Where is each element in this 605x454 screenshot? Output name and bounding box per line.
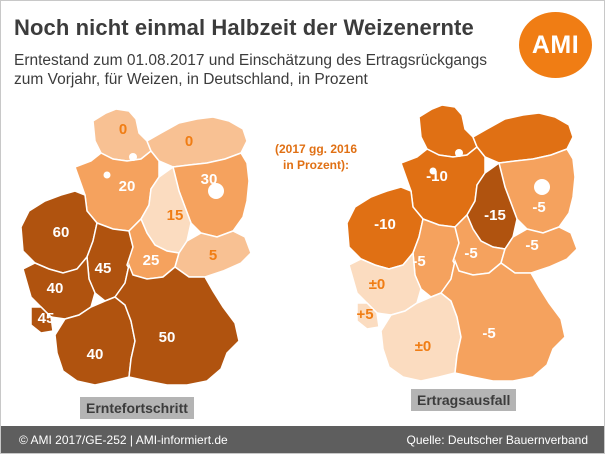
city-hamburg bbox=[455, 149, 463, 157]
labels-harvest-progress: 0 0 20 30 15 60 45 25 5 40 45 40 50 bbox=[38, 121, 218, 363]
city-berlin bbox=[534, 179, 550, 195]
region-bayern bbox=[113, 262, 240, 386]
label-he: 45 bbox=[95, 260, 112, 277]
label-st: -15 bbox=[484, 207, 506, 224]
label-rp: ±0 bbox=[369, 276, 386, 293]
footer-source: Quelle: Deutscher Bauernverband bbox=[406, 433, 588, 447]
region-saarland bbox=[30, 306, 54, 334]
label-st: 15 bbox=[167, 207, 184, 224]
region-mecklenburg-vorpommern bbox=[146, 116, 248, 168]
label-he: -5 bbox=[412, 253, 425, 270]
label-sn: -5 bbox=[525, 237, 538, 254]
city-bremen bbox=[429, 167, 437, 175]
region-bayern bbox=[439, 258, 566, 382]
region-mecklenburg-vorpommern bbox=[472, 112, 574, 164]
label-rp: 40 bbox=[47, 280, 64, 297]
logo-text: AMI bbox=[531, 30, 580, 59]
label-th: 25 bbox=[143, 252, 160, 269]
label-bw: 40 bbox=[87, 346, 104, 363]
map-harvest-progress bbox=[20, 108, 252, 386]
ami-logo: AMI bbox=[519, 12, 592, 78]
label-bw: ±0 bbox=[415, 338, 432, 355]
label-by: 50 bbox=[159, 329, 176, 346]
label-nw: 60 bbox=[53, 224, 70, 241]
germany-maps: 0 0 20 30 15 60 45 25 5 40 45 40 50 -10 … bbox=[20, 104, 578, 386]
region-saarland bbox=[356, 302, 380, 330]
page-title: Noch nicht einmal Halbzeit der Weizenern… bbox=[14, 15, 474, 40]
legend-note: (2017 gg. 2016 in Prozent): bbox=[266, 141, 366, 173]
legend-note-line2: in Prozent): bbox=[283, 158, 349, 172]
footer-copyright: © AMI 2017/GE-252 | AMI-informiert.de bbox=[19, 433, 228, 447]
caption-yield-loss: Ertragsausfall bbox=[411, 389, 517, 411]
label-ni: 20 bbox=[119, 178, 136, 195]
label-sh: 0 bbox=[119, 121, 127, 138]
map-yield-loss bbox=[346, 104, 578, 382]
label-sl: 45 bbox=[38, 310, 55, 327]
caption-harvest-progress: Erntefortschritt bbox=[80, 397, 194, 419]
label-sl: +5 bbox=[356, 306, 373, 323]
label-mv: 0 bbox=[185, 133, 193, 150]
label-by: -5 bbox=[482, 325, 495, 342]
label-bb: 30 bbox=[201, 171, 218, 188]
page-subtitle: Erntestand zum 01.08.2017 und Einschätzu… bbox=[14, 52, 488, 88]
city-bremen bbox=[103, 171, 111, 179]
label-sn: 5 bbox=[209, 247, 217, 264]
city-hamburg bbox=[129, 153, 137, 161]
labels-yield-loss: -10 -10 -15 -5 -5 -5 -5 ±0 +5 ±0 -5 bbox=[356, 168, 545, 355]
label-bb: -5 bbox=[532, 199, 545, 216]
legend-note-line1: (2017 gg. 2016 bbox=[274, 142, 358, 156]
city-berlin bbox=[208, 183, 224, 199]
label-nw: -10 bbox=[374, 216, 396, 233]
label-ni: -10 bbox=[426, 168, 448, 185]
footer-bar: © AMI 2017/GE-252 | AMI-informiert.de Qu… bbox=[1, 426, 604, 453]
label-th: -5 bbox=[464, 245, 477, 262]
